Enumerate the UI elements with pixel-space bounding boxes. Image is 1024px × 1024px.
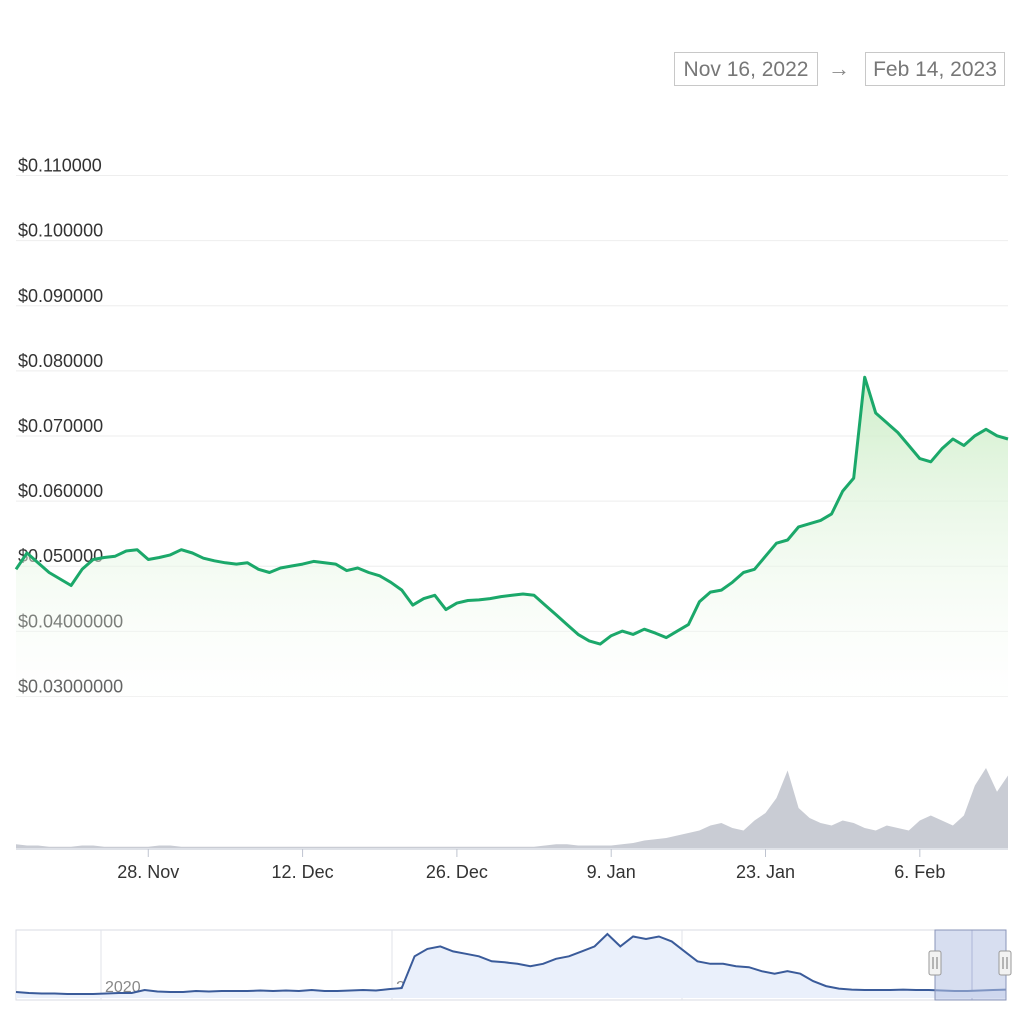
navigator-area: [16, 934, 1006, 998]
y-tick-label: $0.080000: [18, 351, 103, 371]
navigator[interactable]: 202020212022: [15, 929, 1012, 1001]
end-date-input[interactable]: Feb 14, 2023: [865, 52, 1005, 86]
volume-area: [16, 768, 1008, 848]
start-date-input[interactable]: Nov 16, 2022: [674, 52, 818, 86]
y-tick-label: $0.070000: [18, 416, 103, 436]
navigator-line: [15, 932, 1007, 995]
x-tick-label: 6. Feb: [894, 862, 945, 882]
x-tick-label: 9. Jan: [587, 862, 636, 882]
navigator-year-label: 2020: [105, 979, 141, 996]
y-tick-label: $0.090000: [18, 286, 103, 306]
navigator-selection[interactable]: [934, 929, 1007, 1001]
navigator-handle-left[interactable]: [928, 950, 942, 976]
y-tick-label: $0.060000: [18, 481, 103, 501]
y-tick-label: $0.100000: [18, 221, 103, 241]
x-axis: 28. Nov 12. Dec 26. Dec 9. Jan 23. Jan 6. Feb: [117, 849, 945, 882]
y-tick-label: $0.050000: [18, 546, 103, 566]
y-tick-label: $0.110000: [18, 156, 102, 176]
x-tick-label: 23. Jan: [736, 862, 795, 882]
price-line: [14, 375, 1009, 646]
price-area: [16, 377, 1008, 706]
x-tick-label: 26. Dec: [426, 862, 488, 882]
navigator-handle-right[interactable]: [998, 950, 1012, 976]
range-arrow-icon: →: [828, 56, 850, 81]
x-tick-label: 28. Nov: [117, 862, 179, 882]
x-tick-label: 12. Dec: [272, 862, 334, 882]
